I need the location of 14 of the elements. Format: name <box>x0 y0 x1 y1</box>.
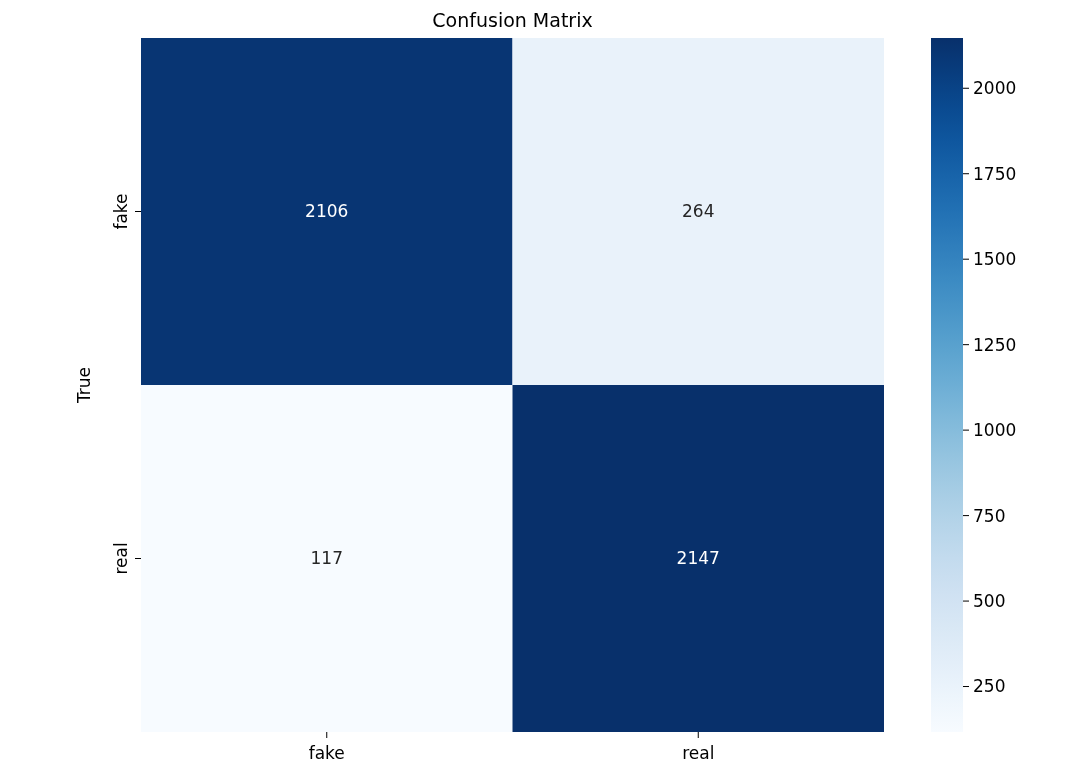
color-bar-label: 2000 <box>973 78 1017 99</box>
color-bar-label: 750 <box>973 505 1006 526</box>
data-label: 264 <box>682 201 715 222</box>
y-axis-title: True <box>74 366 94 405</box>
chart-title: Confusion Matrix <box>432 9 593 31</box>
data-label: 2106 <box>305 201 349 222</box>
color-bar-label: 1250 <box>973 334 1017 355</box>
color-bar-label: 1500 <box>973 249 1017 270</box>
data-label: 117 <box>310 548 343 569</box>
color-bar-label: 500 <box>973 591 1006 612</box>
color-bar-label: 1750 <box>973 163 1017 184</box>
data-label: 2147 <box>676 548 720 569</box>
color-bar-label: 1000 <box>973 420 1017 441</box>
color-bar-label: 250 <box>973 676 1006 697</box>
